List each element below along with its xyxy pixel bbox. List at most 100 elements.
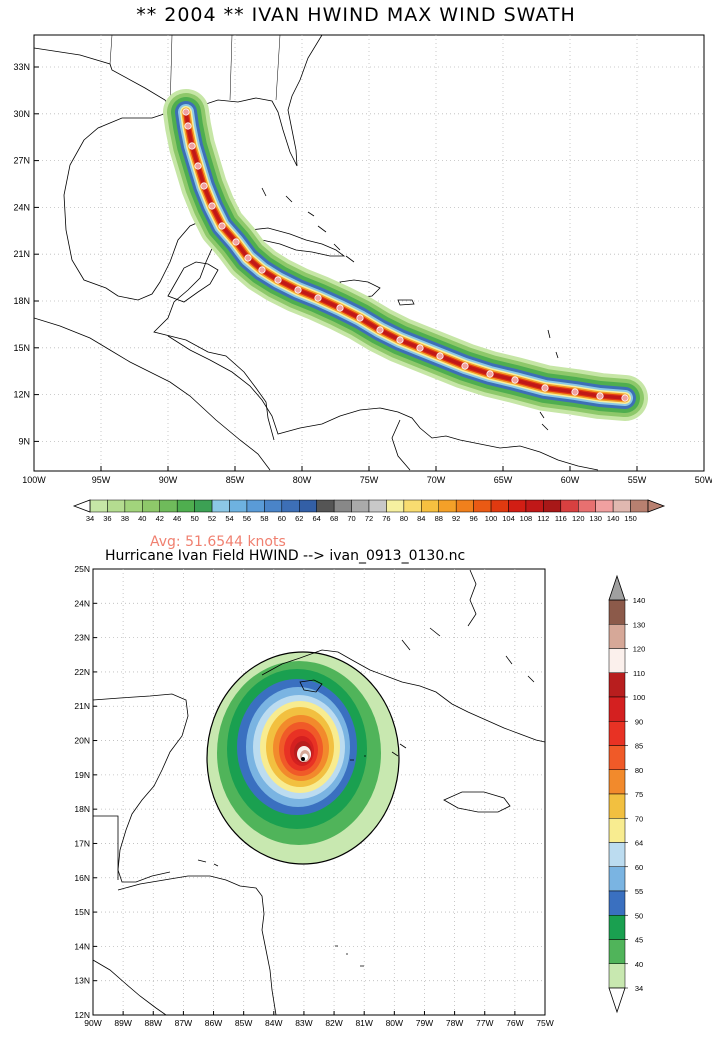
- map1-lat-labels: 33N 30N 27N 24N 21N 18N 15N 12N 9N: [13, 62, 39, 446]
- map1-title: ** 2004 ** IVAN HWIND MAX WIND SWATH: [136, 4, 576, 26]
- colorbar-swatch: [508, 499, 527, 513]
- colorbar-swatch: [608, 866, 626, 892]
- map2-lon-label: 90W: [84, 1018, 101, 1028]
- map2-lat-label: 21N: [74, 701, 90, 711]
- map1-lon-label: 75W: [360, 475, 379, 485]
- map2-lon-label: 76W: [506, 1018, 523, 1028]
- map2-lat-label: 18N: [74, 804, 90, 814]
- map1-colorbar: [89, 499, 649, 513]
- map2-colorbar-labels: 140 130 120 110 100 90 85 80 75 70 64 60 55 50 45 40 34: [625, 596, 645, 993]
- colorbar-swatch: [421, 499, 439, 513]
- map1-lon-label: 80W: [293, 475, 312, 485]
- colorbar-label: 58: [260, 514, 268, 523]
- map2-lon-label: 81W: [355, 1018, 372, 1028]
- colorbar-label: 45: [635, 936, 643, 945]
- colorbar-swatch: [351, 499, 370, 513]
- map1-lat-label: 18N: [13, 296, 30, 306]
- map1-lat-label: 33N: [13, 62, 30, 72]
- colorbar-label: 80: [635, 766, 643, 775]
- colorbar-swatch: [176, 499, 195, 513]
- colorbar-swatch: [608, 624, 626, 649]
- colorbar-label: 62: [295, 514, 303, 523]
- map1-wind-swath: [163, 89, 648, 421]
- colorbar-swatch: [608, 818, 626, 843]
- colorbar-swatch: [281, 499, 300, 513]
- colorbar-swatch: [608, 599, 626, 625]
- map1-lat-label: 27N: [13, 156, 30, 166]
- colorbar-swatch: [299, 499, 317, 513]
- colorbar-swatch: [473, 499, 492, 513]
- colorbar-swatch: [612, 499, 631, 513]
- colorbar-label: 64: [313, 514, 321, 523]
- colorbar-label: 36: [103, 514, 111, 523]
- colorbar-swatch: [608, 842, 626, 867]
- map1-panel: 33N 30N 27N 24N 21N 18N 15N 12N 9N 100W 95W 90W 85W…: [13, 34, 712, 523]
- map1-lon-label: 55W: [628, 475, 647, 485]
- colorbar-swatch: [194, 499, 213, 513]
- colorbar-swatch: [246, 499, 265, 513]
- colorbar-swatch: [578, 499, 596, 513]
- map2-lon-label: 84W: [265, 1018, 282, 1028]
- colorbar-swatch: [608, 915, 626, 940]
- colorbar-swatch: [333, 499, 352, 513]
- map2-lat-label: 20N: [74, 736, 90, 746]
- map1-lon-label: 100W: [22, 475, 46, 485]
- map2-lat-label: 12N: [74, 1010, 90, 1020]
- map1-lat-label: 24N: [13, 202, 30, 212]
- colorbar-swatch: [608, 793, 626, 819]
- colorbar-label: 46: [173, 514, 181, 523]
- colorbar-label: 150: [624, 514, 637, 523]
- average-wind-label: Avg: 51.6544 knots: [150, 534, 286, 550]
- map2-lon-label: 83W: [295, 1018, 312, 1028]
- colorbar-label: 70: [347, 514, 355, 523]
- map1-lon-label: 60W: [561, 475, 580, 485]
- map2-panel: 25N 24N 23N 22N 21N 20N 19N 18N 17N 16N 15N 14N 13N 1…: [74, 564, 645, 1028]
- colorbar-label: 130: [589, 514, 602, 523]
- colorbar-label: 70: [635, 814, 643, 823]
- map2-coastlines: [93, 569, 545, 1015]
- colorbar-swatch: [543, 499, 562, 513]
- colorbar-label: 38: [121, 514, 129, 523]
- colorbar-swatch: [608, 721, 626, 746]
- colorbar-swatch: [386, 499, 405, 513]
- colorbar-swatch: [89, 499, 108, 513]
- colorbar-label: 60: [278, 514, 286, 523]
- map2-lat-label: 14N: [74, 941, 90, 951]
- colorbar-label: 72: [365, 514, 373, 523]
- colorbar-label: 116: [555, 514, 567, 523]
- colorbar-label: 140: [607, 514, 620, 523]
- map1-lat-label: 21N: [13, 249, 30, 259]
- colorbar-label: 50: [190, 514, 198, 523]
- colorbar-swatch: [438, 499, 457, 513]
- colorbar-label: 92: [452, 514, 460, 523]
- colorbar-swatch: [316, 499, 335, 513]
- colorbar-swatch: [229, 499, 248, 513]
- colorbar-swatch: [608, 672, 626, 698]
- map2-lon-label: 85W: [235, 1018, 252, 1028]
- colorbar-swatch: [368, 499, 387, 513]
- map1-lon-label: 65W: [494, 475, 513, 485]
- colorbar-swatch: [264, 499, 283, 513]
- colorbar-label: 56: [243, 514, 251, 523]
- map2-lat-label: 13N: [74, 976, 90, 986]
- map2-lat-label: 23N: [74, 633, 90, 643]
- map2-lat-labels: 25N 24N 23N 22N 21N 20N 19N 18N 17N 16N 15N 14N 13N 1…: [74, 564, 97, 1020]
- colorbar-swatch: [560, 499, 579, 513]
- colorbar-swatch: [608, 696, 626, 722]
- colorbar-swatch: [595, 499, 614, 513]
- colorbar-swatch: [403, 499, 422, 513]
- colorbar-swatch: [107, 499, 126, 513]
- colorbar-label: 140: [633, 596, 646, 605]
- map2-lat-label: 24N: [74, 598, 90, 608]
- right-triangle-icon: [647, 499, 666, 513]
- map1-lat-label: 15N: [13, 343, 30, 353]
- colorbar-label: 130: [633, 620, 646, 629]
- colorbar-label: 76: [382, 514, 390, 523]
- map2-lon-label: 75W: [536, 1018, 553, 1028]
- map2-colorbar: [608, 599, 626, 989]
- up-triangle-icon: [608, 574, 626, 601]
- colorbar-swatch: [608, 769, 626, 795]
- map2-lon-label: 87W: [175, 1018, 192, 1028]
- colorbar-label: 50: [635, 911, 643, 920]
